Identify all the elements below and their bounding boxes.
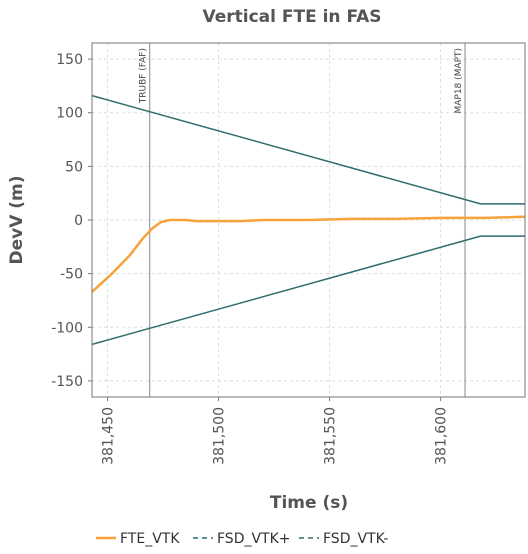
legend-item-label: FTE_VTK	[120, 531, 180, 547]
series-line	[91, 215, 526, 293]
y-tick-label: 100	[56, 106, 83, 122]
y-tick-label: -150	[51, 374, 83, 390]
series-lines	[91, 94, 526, 346]
annotation-label: TRUBF (FAF)	[139, 48, 149, 104]
x-axis-title: Time (s)	[270, 493, 348, 513]
y-axis-title: DevV (m)	[7, 175, 27, 264]
x-tick-label: 381,550	[323, 407, 339, 465]
y-tick-label: 0	[74, 213, 83, 229]
series-line	[91, 235, 525, 346]
y-axis: 150 100 50 0 -50 -100 -150	[51, 52, 92, 390]
annotation-lines: TRUBF (FAF) MAP18 (MAPT)	[139, 43, 466, 397]
chart-title: Vertical FTE in FAS	[202, 7, 381, 27]
y-tick-label: -100	[51, 320, 83, 336]
x-axis: 381,450 381,500 381,550 381,600	[101, 397, 450, 465]
legend-item-label: FSD_VTK-	[323, 531, 388, 547]
y-tick-label: 150	[56, 52, 83, 68]
y-tick-label: -50	[60, 267, 83, 283]
legend-item-label: FSD_VTK+	[217, 531, 291, 547]
y-tick-label: 50	[65, 159, 83, 175]
x-tick-label: 381,500	[212, 407, 228, 465]
series-line	[91, 94, 525, 205]
x-tick-label: 381,600	[434, 407, 450, 465]
annotation-label: MAP18 (MAPT)	[454, 48, 464, 114]
legend: FTE_VTK FSD_VTK+ FSD_VTK-	[96, 531, 388, 547]
x-tick-label: 381,450	[101, 407, 117, 465]
